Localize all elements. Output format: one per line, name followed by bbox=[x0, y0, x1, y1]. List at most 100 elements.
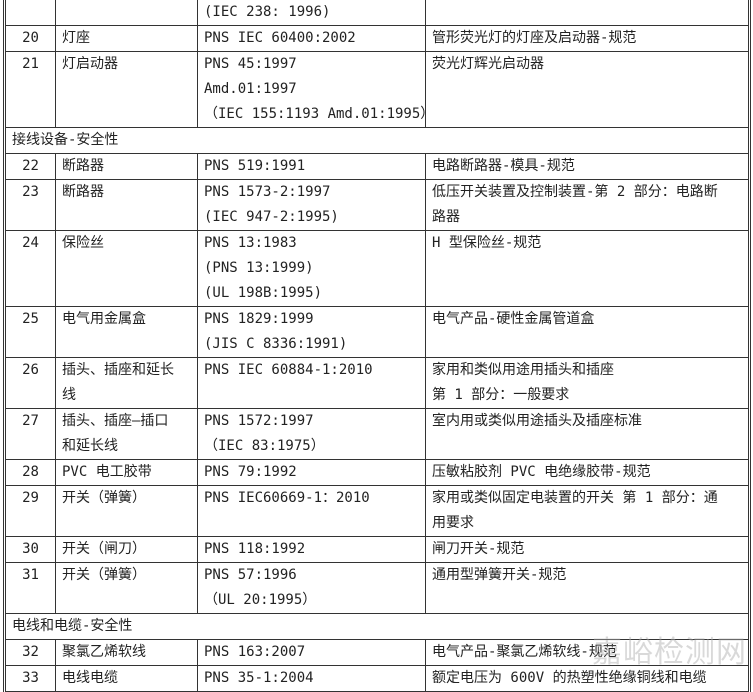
item-line: 聚氯乙烯软线 bbox=[62, 644, 146, 660]
standard-line: PNS 1573-2:1997 bbox=[204, 184, 331, 200]
title-line: 家用或类似固定电装置的开关 第 1 部分：通 bbox=[432, 490, 718, 506]
item-line: PVC 电工胶带 bbox=[62, 464, 152, 480]
standard-line: (JIS C 8336:1991) bbox=[204, 336, 348, 352]
title-line: 管形荧光灯的灯座及启动器-规范 bbox=[432, 30, 637, 46]
standard-line: (IEC 947-2:1995) bbox=[204, 209, 339, 225]
item-line: 灯启动器 bbox=[62, 56, 118, 72]
title-line: 路器 bbox=[432, 209, 460, 225]
row-number: 22 bbox=[4, 153, 56, 180]
title-line: 低压开关装置及控制装置-第 2 部分：电路断 bbox=[432, 184, 718, 200]
row-number: 20 bbox=[4, 25, 56, 52]
cell-item: 开关（闸刀） bbox=[55, 536, 198, 563]
cell-standard: PNS 118:1992 bbox=[197, 536, 426, 563]
title-line: H 型保险丝-规范 bbox=[432, 235, 542, 251]
cell-standard: PNS 163:2007 bbox=[197, 639, 426, 666]
row-number bbox=[4, 0, 56, 26]
cell-standard: PNS 1573-2:1997 (IEC 947-2:1995) bbox=[197, 179, 426, 231]
cell-item: 插头、插座和延长线 bbox=[55, 357, 198, 409]
cell-title: 压敏粘胶剂 PVC 电绝缘胶带-规范 bbox=[425, 459, 750, 486]
cell-standard: (IEC 238: 1996) bbox=[197, 0, 426, 26]
title-line: 室内用或类似用途插头及插座标准 bbox=[432, 413, 642, 429]
standard-line: PNS 163:2007 bbox=[204, 644, 306, 660]
cell-title: H 型保险丝-规范 bbox=[425, 230, 750, 307]
cell-title: 低压开关装置及控制装置-第 2 部分：电路断 路器 bbox=[425, 179, 750, 231]
standard-line: PNS 519:1991 bbox=[204, 158, 306, 174]
row-number: 23 bbox=[4, 179, 56, 231]
cell-standard: PNS 79:1992 bbox=[197, 459, 426, 486]
standard-line: PNS 45:1997 bbox=[204, 56, 297, 72]
cell-item: 插头、插座—插口 和延长线 bbox=[55, 408, 198, 460]
standard-line: （IEC 155:1193 Amd.01:1995） bbox=[204, 106, 426, 122]
cell-standard: PNS IEC60669-1：2010 bbox=[197, 485, 426, 537]
cell-item: 开关（弹簧） bbox=[55, 562, 198, 614]
section-header-row: 接线设备-安全性 bbox=[4, 127, 750, 154]
table-row: 23 断路器 PNS 1573-2:1997 (IEC 947-2:1995) 低压开关… bbox=[4, 179, 750, 231]
cell-title: 电气产品-硬性金属管道盒 bbox=[425, 306, 750, 358]
cell-item: 开关（弹簧） bbox=[55, 485, 198, 537]
cell-title: 通用型弹簧开关-规范 bbox=[425, 562, 750, 614]
standard-line: PNS 118:1992 bbox=[204, 541, 306, 557]
section-title: 电线和电缆-安全性 bbox=[4, 613, 750, 640]
title-line: 闸刀开关-规范 bbox=[432, 541, 525, 557]
row-number: 32 bbox=[4, 639, 56, 666]
table-row: 27 插头、插座—插口 和延长线 PNS 1572:1997 （IEC 83:1975）… bbox=[4, 408, 750, 460]
item-line: 线 bbox=[62, 387, 76, 403]
title-line: 压敏粘胶剂 PVC 电绝缘胶带-规范 bbox=[432, 464, 651, 480]
table-row: 22 断路器 PNS 519:1991 电路断路器-模具-规范 bbox=[4, 153, 750, 180]
standard-line: PNS 1829:1999 bbox=[204, 311, 314, 327]
item-line: 电线电缆 bbox=[62, 670, 118, 686]
section-header-row: 电线和电缆-安全性 bbox=[4, 613, 750, 640]
standards-table: (IEC 238: 1996) 20 灯座 PNS IEC 60400:2002 管形荧… bbox=[3, 0, 751, 692]
cell-item: 电线电缆 bbox=[55, 665, 198, 692]
table-row: 31 开关（弹簧） PNS 57:1996 （UL 20:1995） 通用型弹簧开关-规… bbox=[4, 562, 750, 614]
cell-item bbox=[55, 0, 198, 26]
item-line: 断路器 bbox=[62, 184, 104, 200]
cell-item: 断路器 bbox=[55, 153, 198, 180]
standard-line: PNS 57:1996 bbox=[204, 567, 297, 583]
item-line: 电气用金属盒 bbox=[62, 311, 146, 327]
cell-standard: PNS 13:1983 (PNS 13:1999) (UL 198B:1995) bbox=[197, 230, 426, 307]
row-number: 30 bbox=[4, 536, 56, 563]
table-row: 29 开关（弹簧） PNS IEC60669-1：2010 家用或类似固定电装置的开关… bbox=[4, 485, 750, 537]
title-line: 第 1 部分：一般要求 bbox=[432, 387, 570, 403]
item-line bbox=[62, 1, 191, 25]
item-line: 断路器 bbox=[62, 158, 104, 174]
standard-line: PNS 1572:1997 bbox=[204, 413, 314, 429]
title-line: 家用和类似用途用插头和插座 bbox=[432, 362, 614, 378]
cell-item: 聚氯乙烯软线 bbox=[55, 639, 198, 666]
row-number: 27 bbox=[4, 408, 56, 460]
section-title: 接线设备-安全性 bbox=[4, 127, 750, 154]
row-number: 31 bbox=[4, 562, 56, 614]
cell-title: 电气产品-聚氯乙烯软线-规范 bbox=[425, 639, 750, 666]
cell-standard: PNS 57:1996 （UL 20:1995） bbox=[197, 562, 426, 614]
cell-standard: PNS IEC 60400:2002 bbox=[197, 25, 426, 52]
table-row: 32 聚氯乙烯软线 PNS 163:2007 电气产品-聚氯乙烯软线-规范 bbox=[4, 639, 750, 666]
cell-item: PVC 电工胶带 bbox=[55, 459, 198, 486]
row-number: 26 bbox=[4, 357, 56, 409]
cell-title: 闸刀开关-规范 bbox=[425, 536, 750, 563]
cell-standard: PNS 1829:1999 (JIS C 8336:1991) bbox=[197, 306, 426, 358]
row-number: 21 bbox=[4, 51, 56, 128]
cell-title: 荧光灯辉光启动器 bbox=[425, 51, 750, 128]
standard-line: (UL 198B:1995) bbox=[204, 285, 323, 301]
row-number: 28 bbox=[4, 459, 56, 486]
item-line: 和延长线 bbox=[62, 438, 118, 454]
cell-title: 电路断路器-模具-规范 bbox=[425, 153, 750, 180]
cell-title bbox=[425, 0, 750, 26]
table-row: 30 开关（闸刀） PNS 118:1992 闸刀开关-规范 bbox=[4, 536, 750, 563]
row-number: 33 bbox=[4, 665, 56, 692]
cell-standard: PNS 1572:1997 （IEC 83:1975） bbox=[197, 408, 426, 460]
title-line: 额定电压为 600V 的热塑性绝缘铜线和电缆 bbox=[432, 670, 707, 686]
row-number: 24 bbox=[4, 230, 56, 307]
cell-title: 家用和类似用途用插头和插座第 1 部分：一般要求 bbox=[425, 357, 750, 409]
standard-line: PNS IEC60669-1：2010 bbox=[204, 490, 370, 506]
table-row: 24 保险丝 PNS 13:1983 (PNS 13:1999) (UL 198B:19… bbox=[4, 230, 750, 307]
title-line: 通用型弹簧开关-规范 bbox=[432, 567, 567, 583]
cell-item: 灯座 bbox=[55, 25, 198, 52]
standard-line: （IEC 83:1975） bbox=[204, 438, 325, 454]
title-line: 电气产品-硬性金属管道盒 bbox=[432, 311, 595, 327]
cell-standard: PNS IEC 60884-1:2010 bbox=[197, 357, 426, 409]
table-row: 20 灯座 PNS IEC 60400:2002 管形荧光灯的灯座及启动器-规范 bbox=[4, 25, 750, 52]
standard-line: (IEC 238: 1996) bbox=[204, 4, 331, 20]
table-row: 26 插头、插座和延长线 PNS IEC 60884-1:2010 家用和类似用途用插… bbox=[4, 357, 750, 409]
